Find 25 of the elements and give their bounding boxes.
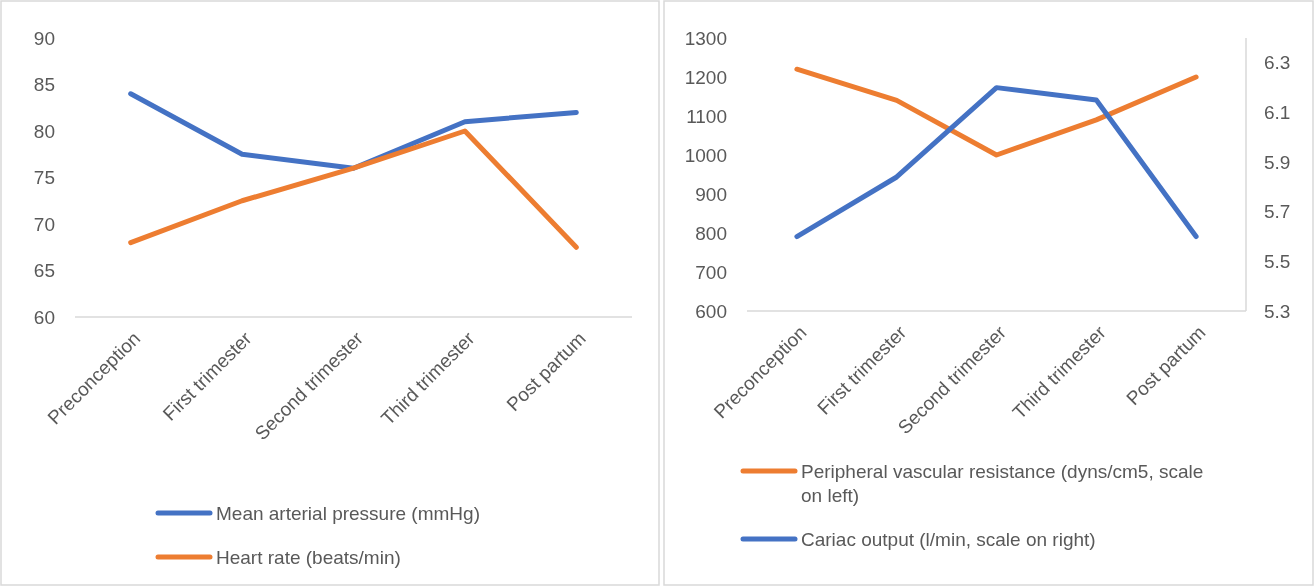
y-tick-label: 85: [33, 74, 55, 96]
y2-tick-label: 5.9: [1264, 151, 1291, 173]
y-tick-label: 65: [33, 260, 55, 282]
legend-label: Cariac output (l/min, scale on right): [801, 529, 1096, 550]
y-tick-label: 1300: [684, 27, 727, 49]
y2-tick-label: 5.3: [1264, 300, 1291, 322]
y-tick-label: 70: [33, 213, 55, 235]
y2-tick-label: 5.7: [1264, 201, 1291, 223]
y2-tick-label: 6.1: [1264, 102, 1291, 124]
y-tick-label: 75: [33, 167, 55, 189]
y-tick-label: 80: [33, 120, 55, 142]
y-tick-label: 90: [33, 27, 55, 49]
y-tick-label: 1200: [684, 66, 727, 88]
y-tick-label: 1100: [686, 105, 727, 127]
legend-label: Peripheral vascular resistance (dyns/cm5, scale on left): [801, 461, 1204, 506]
legend-label: Mean arterial pressure (mmHg): [216, 503, 480, 524]
y2-tick-label: 6.3: [1264, 52, 1291, 74]
y-tick-label: 1000: [684, 144, 727, 166]
y-tick-label: 600: [695, 300, 727, 322]
y-tick-label: 900: [695, 183, 727, 205]
y-tick-label: 700: [695, 261, 727, 283]
y2-tick-label: 5.5: [1264, 251, 1291, 273]
legend-label: Heart rate (beats/min): [216, 547, 401, 568]
y-tick-label: 60: [33, 306, 55, 328]
y-tick-label: 800: [695, 222, 727, 244]
